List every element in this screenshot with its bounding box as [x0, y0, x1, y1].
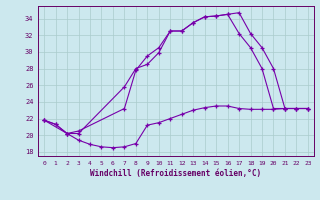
X-axis label: Windchill (Refroidissement éolien,°C): Windchill (Refroidissement éolien,°C) [91, 169, 261, 178]
